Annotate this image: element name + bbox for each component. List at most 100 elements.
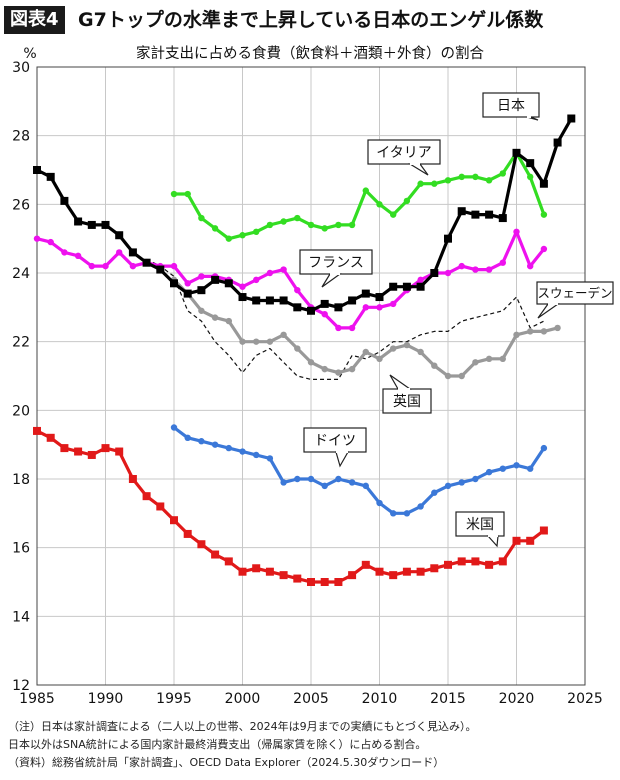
callout-box [299, 249, 373, 275]
data-point [417, 276, 424, 284]
data-point [115, 231, 124, 240]
data-point [265, 296, 274, 305]
data-point [184, 190, 191, 198]
data-point [225, 317, 232, 325]
data-point [403, 341, 411, 349]
callout-tail [335, 451, 350, 468]
data-point [307, 359, 315, 366]
data-point [471, 210, 480, 219]
note-line: （注）日本は家計調査による（二人以上の世帯、2024年は9月までの実績にもとづく… [8, 720, 477, 733]
data-point [472, 173, 479, 181]
data-point [46, 172, 55, 181]
data-point [87, 450, 96, 459]
data-point [307, 475, 315, 483]
figure-title: G7トップの水準まで上昇している日本のエンゲル係数 [78, 9, 544, 31]
data-point [238, 567, 247, 576]
callout-label: 日本 [497, 98, 525, 114]
header: 図表4 G7トップの水準まで上昇している日本のエンゲル係数 [0, 0, 620, 40]
series-line [173, 426, 546, 515]
x-tick-label: 1995 [156, 691, 192, 707]
data-point [87, 220, 96, 229]
data-point [348, 324, 356, 332]
data-point [170, 424, 178, 431]
data-point [527, 173, 534, 181]
data-point [444, 234, 452, 243]
data-point [362, 482, 369, 490]
x-tick-label: 2010 [362, 691, 398, 707]
data-point [416, 282, 425, 291]
callout-tail [407, 163, 429, 176]
callout-box [367, 139, 441, 165]
data-point [60, 444, 69, 453]
data-point [527, 262, 534, 270]
data-point [527, 465, 534, 472]
data-point [335, 221, 342, 229]
data-point [390, 211, 397, 218]
data-point [294, 214, 301, 222]
data-point [512, 148, 521, 157]
data-point [88, 262, 96, 270]
data-point [74, 217, 83, 226]
data-point [471, 557, 480, 566]
data-point [198, 307, 205, 314]
data-point [348, 296, 357, 305]
data-point [362, 304, 369, 311]
callout-tail [321, 273, 342, 288]
data-point [376, 304, 383, 311]
data-point [444, 269, 452, 277]
data-point [321, 311, 328, 318]
callout-label: 米国 [466, 517, 494, 533]
series-line [36, 117, 573, 313]
data-point [362, 348, 369, 356]
data-point [321, 365, 328, 373]
data-point [239, 232, 246, 239]
data-point [74, 447, 83, 456]
data-point [211, 550, 220, 559]
data-point [198, 438, 205, 445]
data-point [335, 324, 342, 332]
data-point [142, 492, 151, 501]
data-point [198, 273, 205, 280]
data-point [444, 372, 452, 380]
data-point [553, 138, 562, 147]
data-point [142, 258, 151, 267]
data-point [320, 299, 329, 308]
callout-box [536, 281, 614, 305]
data-point [499, 170, 506, 177]
y-tick-label: 14 [12, 609, 30, 625]
data-point [33, 166, 41, 174]
callout-label: スウェーデン [537, 286, 612, 301]
data-point [348, 365, 356, 373]
x-tick-label: 2020 [499, 691, 535, 707]
data-point [334, 578, 343, 586]
callout-米国: 米国 [455, 511, 505, 548]
data-point [335, 369, 342, 376]
y-tick-label: 22 [12, 335, 30, 351]
series-ドイツ [170, 424, 548, 517]
data-point [170, 262, 178, 270]
data-point [252, 564, 261, 573]
series-line [174, 151, 546, 241]
data-point [253, 338, 260, 345]
grid [36, 66, 586, 686]
data-point [526, 536, 535, 545]
plot-frame [36, 66, 586, 686]
series-フランス [33, 228, 548, 332]
data-point [184, 280, 191, 287]
data-point [211, 225, 219, 232]
data-point [498, 214, 507, 223]
data-point [362, 187, 369, 194]
series-米国 [33, 426, 548, 586]
data-point [348, 221, 356, 229]
data-point [390, 345, 397, 352]
data-point [458, 479, 465, 486]
data-point [266, 221, 274, 229]
note-line: （資料）総務省統計局「家計調査」、OECD Data Explorer（2024… [8, 756, 445, 769]
chart-title: 家計支出に占める食費（飲食料＋酒類＋外食）の割合 [136, 46, 484, 62]
data-point [224, 557, 233, 566]
data-point [458, 372, 465, 380]
data-point [417, 503, 424, 510]
data-point [472, 266, 479, 273]
data-point [375, 567, 384, 576]
data-point [294, 345, 301, 352]
